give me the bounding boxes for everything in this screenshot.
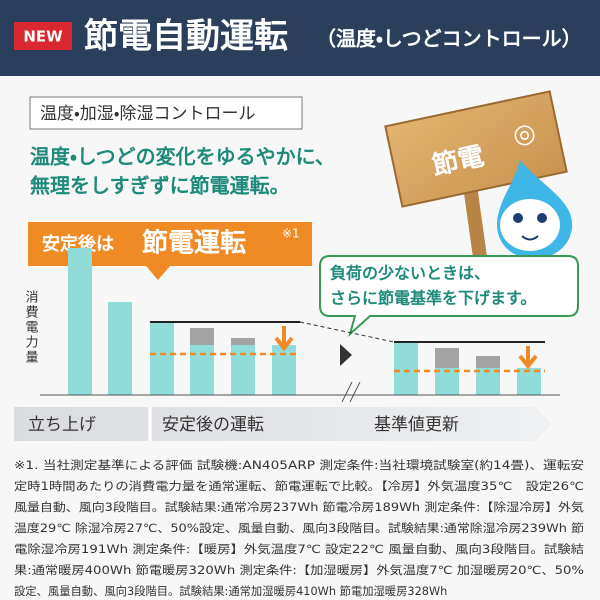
level (299, 321, 395, 343)
phase: 基準値更新 (374, 415, 459, 435)
footnote-line: 定時1時間あたりの消費電力量を通常運転、節電運転で比較。【冷房】外気温度35℃ … (14, 479, 584, 493)
bubble (319, 255, 579, 338)
arrow (518, 346, 538, 370)
title: 節電自動運転 (84, 17, 288, 57)
callout-note: ※1 (282, 227, 300, 241)
sign: 節電 ◎ (384, 90, 573, 261)
footnote-line: 設定、風量自動、風向3段階目。試験結果:通常加湿暖房410Wh 節電加湿暖房32… (14, 584, 447, 598)
headline: 温度・しつどの変化をゆるやかに、 (30, 145, 335, 169)
footnote: ※1. 当社測定基準による評価 試験機:AN405ARP 測定条件:当社環境試験… (14, 458, 584, 598)
bubble-text: 負荷の少ないときは、 (330, 264, 490, 283)
footnote-line: 電除湿冷房191Wh 測定条件:【暖房】外気温度7℃ 設定22℃ 風量自動、風向… (14, 542, 584, 556)
arrow (274, 326, 294, 352)
badge: NEW (23, 28, 63, 46)
headline: 無理をしすぎずに節電運転。 (30, 174, 290, 198)
footnote-line: ※1. 当社測定基準による評価 試験機:AN405ARP 測定条件:当社環境試験… (14, 458, 584, 472)
bubble-text: さらに節電基準を下げます。 (330, 289, 536, 308)
callout-main: 節電運転 (142, 228, 246, 259)
reduced (190, 328, 500, 368)
badge-bg (14, 22, 72, 50)
break (341, 381, 361, 403)
y-label: 消費電力量 (23, 290, 39, 365)
y-label-text: 消費電力量 (23, 290, 39, 365)
footnote-line: 果:通常暖房400Wh 節電暖房320Wh 測定条件:【加湿暖房】外気温度7℃ … (14, 563, 584, 577)
subtitle: （温度・しつどコントロール） (316, 27, 582, 51)
callout-lead: 安定後は (42, 233, 114, 255)
callout (28, 222, 312, 280)
control-label: 温度・加湿・除湿コントロール (40, 104, 256, 124)
header (0, 0, 600, 76)
phase: 安定後の運転 (162, 415, 264, 435)
arrow (340, 344, 352, 366)
footnote-line: 温度29℃ 除湿冷房27℃、50%設定、風量自動、風向3段階目。試験結果:通常除… (14, 521, 584, 535)
footnote-line: 風量自動、風向3段階目。試験結果:通常冷房237Wh 節電冷房189Wh 測定条… (14, 500, 584, 514)
phase: 立ち上げ (28, 415, 96, 435)
control-box (29, 96, 303, 130)
